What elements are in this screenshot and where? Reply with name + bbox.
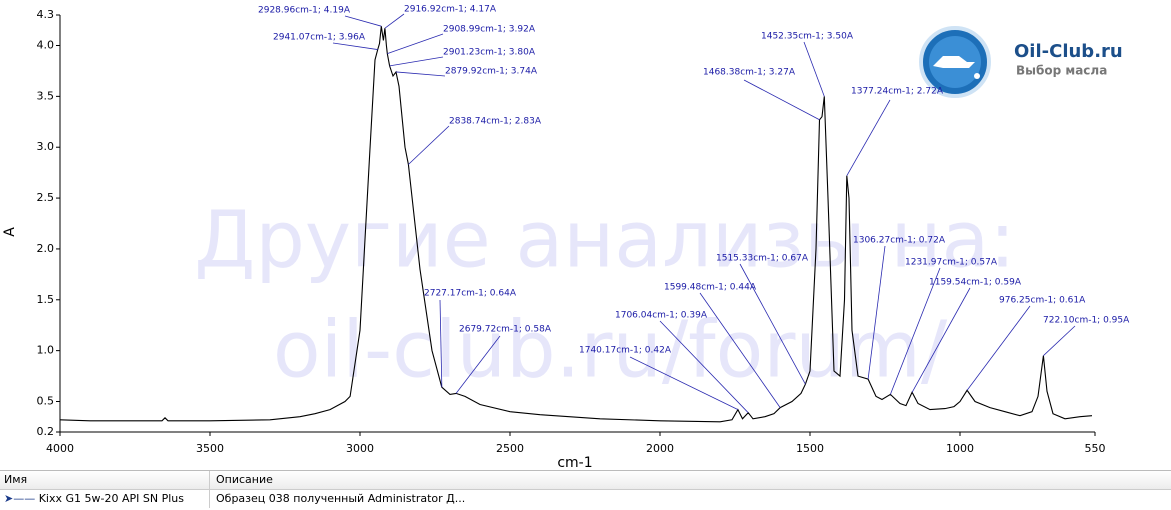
- annotation-label: 1515.33cm-1; 0.67A: [716, 254, 809, 264]
- x-tick-label: 1500: [796, 442, 824, 455]
- logo-subtitle: Выбор масла: [1016, 64, 1107, 78]
- logo-drop: [974, 73, 980, 79]
- annotation-label: 1452.35cm-1; 3.50A: [761, 32, 854, 42]
- annotation-leader: [911, 287, 971, 393]
- annotation-leader: [389, 56, 444, 67]
- logo: Oil-Club.ru Выбор масла: [919, 26, 1123, 98]
- annotation-leader: [384, 13, 405, 29]
- annotation-label: 2727.17cm-1; 0.64A: [424, 289, 517, 299]
- x-tick-label: 3000: [346, 442, 374, 455]
- annotation-label: 1306.27cm-1; 0.72A: [853, 236, 946, 246]
- annotation-leader: [743, 79, 820, 121]
- annotation-label: 1231.97cm-1; 0.57A: [905, 258, 998, 268]
- annotation-leader: [803, 41, 825, 97]
- x-tick-label: 2000: [646, 442, 674, 455]
- logo-can: [933, 56, 975, 68]
- annotation-leader: [439, 299, 443, 388]
- annotation-leader: [659, 320, 749, 413]
- annotation-label: 722.10cm-1; 0.95A: [1043, 316, 1130, 326]
- cell-text: Kixx G1 5w-20 API SN Plus: [38, 492, 184, 505]
- annotation-label: 2901.23cm-1; 3.80A: [443, 48, 536, 58]
- watermark: Другие анализы на:: [194, 195, 1015, 285]
- table-header: Имя Описание: [0, 471, 1171, 490]
- annotation-label: 1468.38cm-1; 3.27A: [703, 68, 796, 78]
- annotation-leader: [739, 263, 806, 385]
- logo-title: Oil-Club.ru: [1014, 41, 1123, 62]
- annotation-leader: [867, 245, 886, 380]
- y-tick-label: 0.5: [37, 394, 55, 407]
- annotation-label: 2679.72cm-1; 0.58A: [459, 325, 552, 335]
- annotation-leader: [966, 305, 1031, 391]
- y-tick-label: 4.0: [37, 39, 55, 52]
- y-tick-label: 0.2: [37, 425, 55, 438]
- annotation-label: 2928.96cm-1; 4.19A: [258, 6, 351, 16]
- annotation-leader: [344, 15, 382, 27]
- x-tick-label: 3500: [196, 442, 224, 455]
- annotation-leader: [699, 292, 781, 408]
- x-tick-label: 1000: [946, 442, 974, 455]
- x-tick-label: 550: [1085, 442, 1106, 455]
- annotation-label: 2879.92cm-1; 3.74A: [445, 67, 538, 77]
- spectrum-line: [59, 26, 1093, 423]
- chart: Другие анализы на: oil-club.ru/forum/ Oi…: [2, 5, 1130, 472]
- annotation-label: 976.25cm-1; 0.61A: [999, 296, 1086, 306]
- column-header: Описание: [216, 473, 273, 486]
- x-tick-label: 4000: [46, 442, 74, 455]
- annotation-label: 1740.17cm-1; 0.42A: [579, 346, 672, 356]
- annotation-label: 2908.99cm-1; 3.92A: [443, 25, 536, 35]
- annotation-leader: [846, 99, 891, 176]
- y-tick-label: 1.5: [37, 293, 55, 306]
- y-tick-label: 3.5: [37, 89, 55, 102]
- annotation-label: 1377.24cm-1; 2.72A: [851, 87, 944, 97]
- annotation-label: 2941.07cm-1; 3.96A: [273, 33, 366, 43]
- annotation-label: 2838.74cm-1; 2.83A: [449, 117, 542, 127]
- y-tick-label: 3.0: [37, 140, 55, 153]
- table-row[interactable]: ➤—— Kixx G1 5w-20 API SN Plus Образец 03…: [0, 490, 1171, 508]
- annotation-leader: [395, 71, 446, 77]
- annotation-label: 1706.04cm-1; 0.39A: [615, 311, 708, 321]
- annotation-label: 1599.48cm-1; 0.44A: [664, 283, 757, 293]
- y-tick-label: 1.0: [37, 344, 55, 357]
- y-axis-label: A: [2, 227, 18, 237]
- watermark: oil-club.ru/forum/: [273, 305, 948, 395]
- x-axis-label: cm-1: [557, 455, 592, 470]
- y-tick-label: 4.3: [37, 8, 55, 21]
- column-header: Имя: [0, 471, 210, 489]
- annotation-label: 2916.92cm-1; 4.17A: [404, 5, 497, 15]
- cell: Образец 038 полученный Administrator Д..…: [216, 492, 466, 505]
- annotation-leader: [387, 33, 444, 55]
- y-tick-label: 2.0: [37, 242, 55, 255]
- y-tick-label: 2.5: [37, 191, 55, 204]
- annotation-leader: [629, 356, 739, 410]
- x-tick-label: 2500: [496, 442, 524, 455]
- cell: ➤—— Kixx G1 5w-20 API SN Plus: [0, 490, 210, 508]
- annotation-leader: [1043, 325, 1076, 357]
- annotation-label: 1159.54cm-1; 0.59A: [929, 278, 1022, 288]
- annotation-leader: [455, 335, 501, 394]
- annotation-leader: [332, 42, 378, 50]
- legend-table: Имя Описание ➤—— Kixx G1 5w-20 API SN Pl…: [0, 470, 1171, 510]
- annotation-leader: [890, 267, 941, 395]
- annotation-leader: [408, 125, 450, 165]
